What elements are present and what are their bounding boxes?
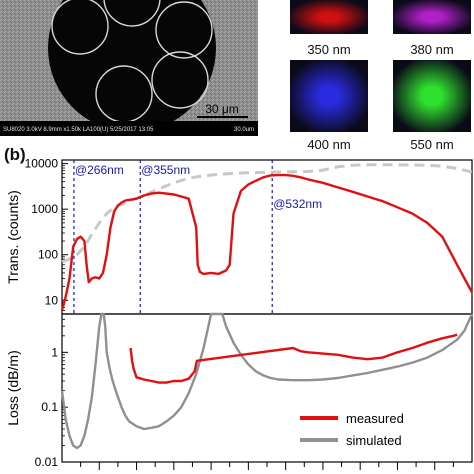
caption-350nm: 350 nm [307,42,351,57]
panel-label: (b) [4,145,26,164]
swatch-400nm [290,60,368,132]
ytick-label-1-1: 1 [51,345,58,359]
ylabel-0: Trans. (counts) [5,190,21,284]
series-line-0-0 [60,173,474,311]
legend-label-simulated: simulated [346,433,402,448]
ytick-label-0-100: 100 [38,248,58,262]
capillary-bottom-right [151,51,209,109]
annotation-label-266: @266nm [75,163,124,177]
ytick-label-0-10000: 10000 [25,157,59,171]
sem-info-bar [0,121,258,136]
sem-info-right: 30.0um [234,127,254,133]
ytick-label-0-1000: 1000 [31,202,58,216]
series-line-1-measured [129,333,458,384]
caption-400nm: 400 nm [307,137,351,152]
sem-info-text: SU8020 3.0kV 8.9mm x1.50k LA100(U) 5/25/… [3,127,154,133]
capillary-right [155,1,213,59]
sem-image: SU8020 3.0kV 8.9mm x1.50k LA100(U) 5/25/… [0,0,258,136]
annotation-label-355: @355nm [141,163,190,177]
caption-550nm: 550 nm [410,137,454,152]
annotation-label-532: @532nm [273,197,322,211]
ytick-label-0-10: 10 [45,293,59,307]
swatch-380nm [393,0,471,34]
capillary-left [51,0,109,55]
fiber-cladding [48,0,216,132]
ylabel-1: Loss (dB/m) [5,350,21,425]
chart-panel: (b) 10 100 1000 10000 Trans. (counts) @266nm @… [4,145,474,470]
legend-label-measured: measured [346,411,404,426]
swatch-550nm [393,60,471,132]
caption-380nm: 380 nm [410,42,454,57]
ytick-label-1-0-1: 0.1 [41,400,58,414]
swatch-350nm [290,0,368,34]
series-line-0-1 [61,163,473,264]
capillary-top [103,0,161,27]
plot-frame-1 [61,313,473,463]
plot-frame-0 [61,159,473,315]
ytick-label-1-0-01: 0.01 [35,455,59,469]
scale-label: 30 μm [205,102,239,116]
series-line-1-simulated [60,312,474,450]
